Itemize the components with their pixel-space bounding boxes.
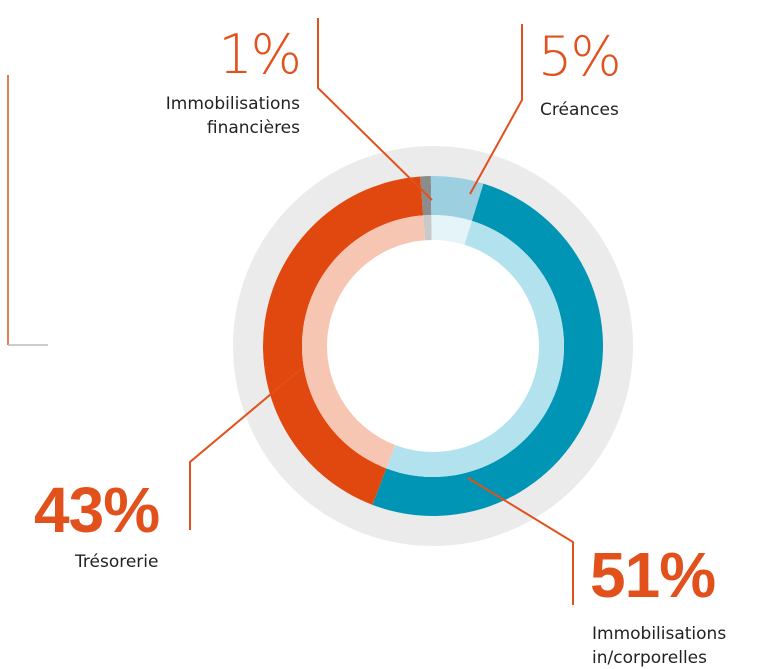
category-label: Trésorerie: [75, 552, 159, 572]
callout-line: [189, 367, 303, 530]
segment-inner: [386, 220, 565, 478]
background-ring: [233, 146, 633, 546]
callout-line: [317, 18, 433, 201]
segment-inner: [301, 215, 426, 469]
segment: [263, 176, 424, 505]
callout-line: [467, 477, 574, 605]
segment: [372, 183, 604, 516]
category-label: Immobilisations in/corporelles: [592, 624, 727, 668]
value-label: 1%: [218, 23, 302, 86]
segment-inner: [423, 215, 432, 241]
segment: [430, 176, 484, 221]
value-label: 51%: [590, 539, 716, 611]
category-label: Créances: [540, 100, 619, 120]
value-label: 5%: [538, 25, 622, 88]
value-label: 43%: [34, 474, 160, 546]
callout-line: [469, 24, 523, 195]
segment-inner: [431, 215, 472, 245]
category-label: Immobilisations financières: [165, 94, 300, 138]
segment: [420, 176, 432, 216]
